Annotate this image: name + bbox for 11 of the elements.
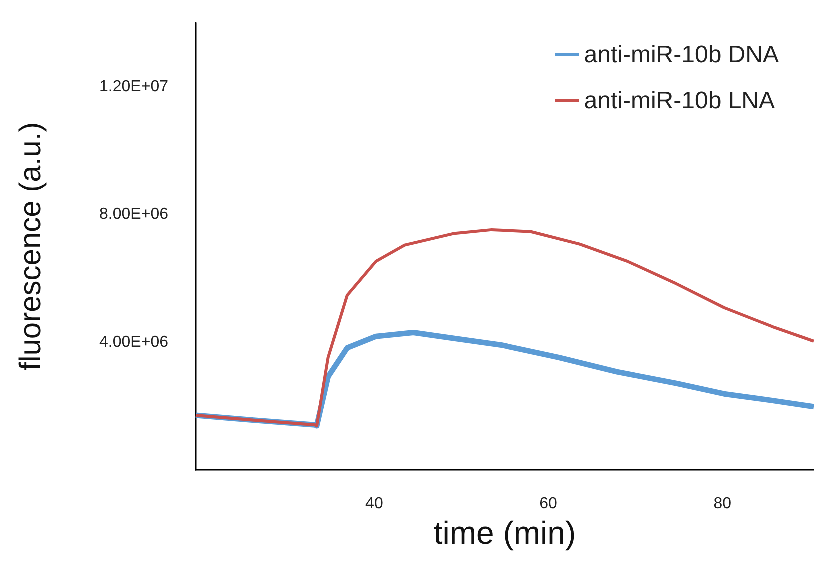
x-tick-label: 60 [540,496,558,513]
line-series [194,228,814,428]
legend-label: anti-miR-10b LNA [584,88,776,114]
x-tick-label: 80 [714,496,732,513]
y-tick-label: 8.00E+06 [100,206,169,224]
y-tick-label: 1.20E+07 [100,78,169,96]
x-axis-title: time (min) [434,515,576,551]
y-axis-title: fluorescence (a.u.) [14,122,48,371]
legend-label: anti-miR-10b DNA [584,42,779,68]
x-tick-label: 40 [366,496,384,513]
y-tick-label: 4.00E+06 [100,334,169,351]
